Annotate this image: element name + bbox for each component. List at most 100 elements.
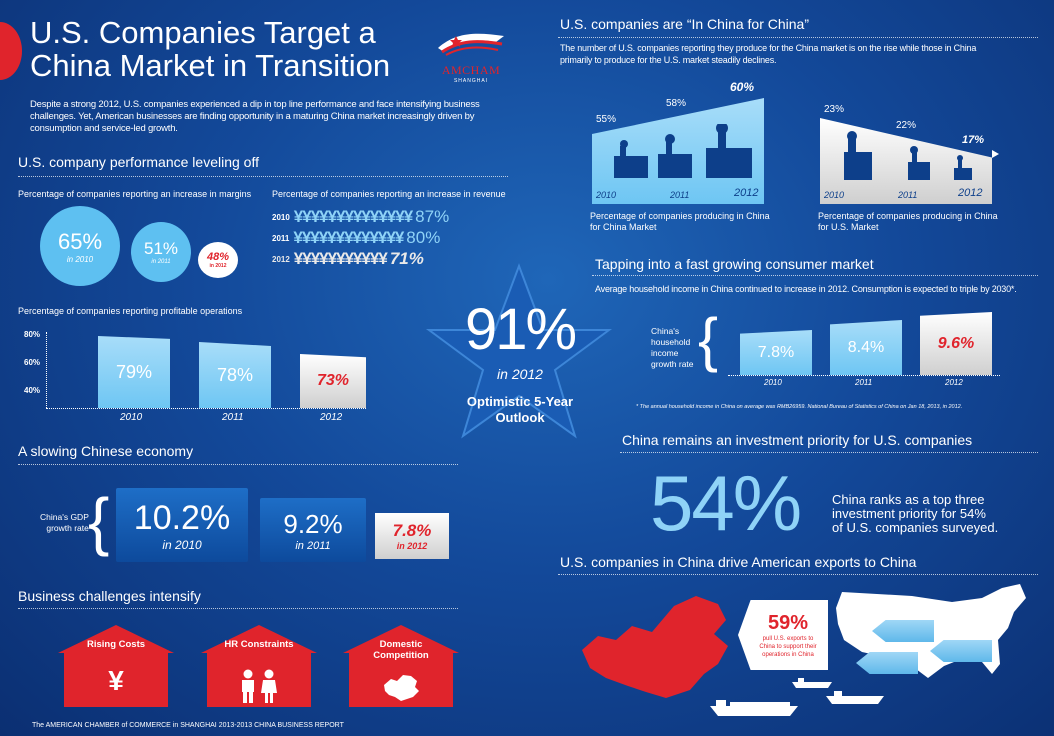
household-label-line: growth rate	[651, 359, 694, 369]
profitable-label: Percentage of companies reporting profit…	[18, 306, 243, 316]
outlook-label-line2: Outlook	[495, 410, 545, 425]
chart-value: 55%	[596, 114, 617, 125]
gdp-value-2010: 10.2%	[133, 498, 231, 537]
margin-value-2010: 65%	[57, 228, 103, 254]
margin-circle-2011: 51% in 2011	[131, 222, 191, 282]
chart-value: 17%	[962, 134, 985, 146]
logo-text: AMCHAM	[441, 63, 501, 77]
profitable-chart: 80% 60% 40% 79% 78% 73% 2010 2011 2012	[18, 324, 378, 428]
gdp-label-line2: growth rate	[46, 523, 89, 533]
challenge-label-2: Competition	[373, 650, 429, 661]
margin-value-2012: 48%	[206, 251, 230, 263]
consumer-heading: Tapping into a fast growing consumer mar…	[595, 256, 874, 272]
inchina-heading: U.S. companies are “In China for China”	[560, 16, 809, 32]
revenue-year: 2012	[272, 255, 290, 265]
y-tick: 40%	[24, 386, 41, 395]
margin-year-2011: in 2011	[151, 259, 171, 265]
bar-year: 2011	[222, 412, 244, 423]
chart-value: 58%	[666, 98, 687, 109]
bar-value: 78%	[216, 364, 254, 385]
bar-value: 8.4%	[847, 338, 885, 356]
caption-line2: for China Market	[590, 222, 657, 232]
outlook-label-line1: Optimistic 5-Year	[466, 394, 574, 409]
footer-text: The AMERICAN CHAMBER of COMMERCE in SHAN…	[32, 722, 344, 729]
eagle-flag-icon	[438, 33, 504, 56]
revenue-row-2012: 2012 ¥¥¥¥¥¥¥¥¥¥¥ 71%	[272, 249, 424, 269]
bar-year: 2011	[855, 378, 873, 387]
red-circle-decoration	[0, 22, 22, 80]
china-market-caption: Percentage of companies producing in Chi…	[590, 211, 770, 233]
household-label-line: income	[651, 348, 679, 358]
factory-icons	[844, 131, 972, 180]
investment-text-line: of U.S. companies surveyed.	[832, 520, 999, 535]
margin-year-2012: in 2012	[209, 263, 227, 269]
revenue-row-2010: 2010 ¥¥¥¥¥¥¥¥¥¥¥¥¥¥ 87%	[272, 207, 449, 227]
gdp-box-2012: 7.8% in 2012	[375, 513, 449, 559]
people-icon	[242, 669, 277, 703]
consumer-desc: Average household income in China contin…	[595, 284, 1017, 294]
gdp-label: China's GDP growth rate	[40, 512, 89, 534]
challenge-domestic-competition: Domestic Competition	[343, 625, 459, 707]
exports-text-line: pull U.S. exports to	[762, 635, 814, 642]
chart-year: 2012	[734, 187, 759, 199]
gdp-year-2012: in 2012	[396, 541, 428, 551]
challenges-heading: Business challenges intensify	[18, 588, 201, 604]
bar-year: 2012	[945, 378, 963, 387]
profitable-bar-2010: 79%	[98, 336, 170, 408]
intro-text: Despite a strong 2012, U.S. companies ex…	[30, 99, 480, 134]
china-map-icon	[384, 675, 419, 701]
margin-year-2010: in 2010	[66, 254, 94, 264]
arrow-left-icon	[872, 620, 934, 642]
cargo-ship-icons	[710, 678, 884, 716]
income-bar-2012: 9.6%	[920, 312, 992, 375]
gdp-year-2010: in 2010	[162, 537, 202, 552]
revenue-value: 80%	[406, 228, 441, 247]
margin-value-2011: 51%	[143, 239, 179, 258]
revenue-row-2011: 2011 ¥¥¥¥¥¥¥¥¥¥¥¥¥ 80%	[272, 228, 440, 248]
challenge-rising-costs: Rising Costs ¥	[58, 625, 174, 707]
revenue-value: 71%	[389, 249, 424, 268]
yen-icons: ¥¥¥¥¥¥¥¥¥¥¥	[293, 249, 388, 268]
bar-year: 2012	[320, 412, 343, 423]
left-brace-icon: {	[88, 485, 110, 557]
chart-value: 22%	[896, 120, 917, 131]
outlook-label: Optimistic 5-Year Outlook	[440, 394, 600, 426]
outlook-year: in 2012	[497, 366, 543, 382]
revenue-year: 2011	[272, 234, 290, 244]
income-bar-2011: 8.4%	[830, 320, 902, 375]
bar-value: 73%	[316, 372, 350, 389]
margin-circle-2010: 65% in 2010	[40, 206, 120, 286]
investment-text-line: China ranks as a top three	[832, 492, 985, 507]
gdp-value-2012: 7.8%	[392, 521, 432, 540]
us-market-caption: Percentage of companies producing in Chi…	[818, 211, 998, 233]
investment-heading: China remains an investment priority for…	[622, 432, 973, 448]
china-map	[582, 596, 728, 698]
income-bar-2010: 7.8%	[740, 330, 812, 375]
y-tick: 80%	[24, 330, 41, 339]
yen-icon: ¥	[108, 665, 124, 696]
investment-value: 54%	[650, 459, 802, 547]
outlook-value: 91%	[464, 297, 577, 362]
gdp-box-2010: 10.2% in 2010	[116, 488, 248, 562]
challenge-label: Domestic	[379, 639, 423, 650]
exports-heading: U.S. companies in China drive American e…	[560, 554, 917, 570]
left-brace-icon: {	[698, 306, 719, 373]
caption-line2: for U.S. Market	[818, 222, 879, 232]
factory-icons	[614, 124, 752, 178]
chart-year: 2012	[958, 187, 983, 199]
exports-text: pull U.S. exports to China to support th…	[759, 635, 816, 659]
bar-value: 79%	[115, 361, 153, 382]
us-market-chart: 23% 22% 17% 2010 2011 2012	[818, 104, 1018, 204]
revenue-label: Percentage of companies reporting an inc…	[272, 189, 506, 199]
title-line-1: U.S. Companies Target a	[30, 15, 376, 50]
china-market-chart: 55% 58% 60% 2010 2011 2012	[590, 80, 780, 204]
exports-value: 59%	[767, 611, 809, 634]
consumer-note: * The annual household income in China o…	[636, 404, 963, 410]
gdp-box-2011: 9.2% in 2011	[260, 498, 366, 562]
logo-subtext: SHANGHAI	[453, 78, 489, 84]
gdp-label-line1: China's GDP	[40, 512, 89, 522]
arrow-left-icon	[930, 640, 992, 662]
revenue-year: 2010	[272, 213, 290, 223]
investment-text: China ranks as a top three investment pr…	[832, 493, 998, 535]
challenge-label: Rising Costs	[86, 639, 146, 650]
